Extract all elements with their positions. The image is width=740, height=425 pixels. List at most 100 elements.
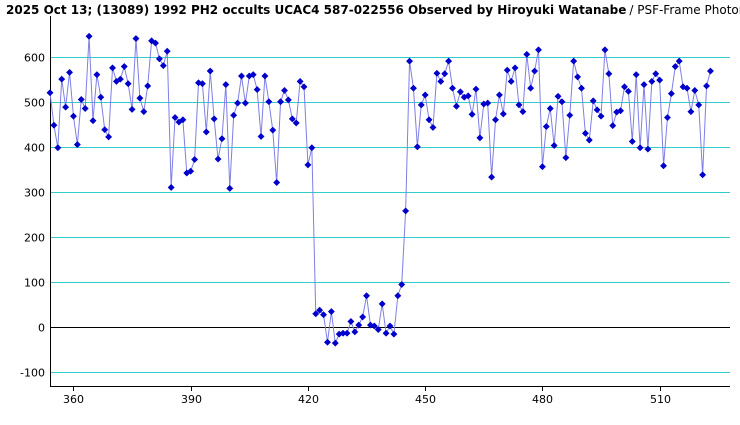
data-point — [187, 167, 195, 175]
y-tick-labels: -100 0 100 200 300 400 500 600 — [20, 52, 45, 380]
data-point — [69, 112, 78, 120]
data-point — [644, 145, 652, 153]
data-point — [269, 126, 277, 134]
chart-title-line: 2025 Oct 13; (13089) 1992 PH2 occults UC… — [6, 2, 740, 18]
data-point — [534, 46, 543, 54]
x-tick-labels: 360 390 420 450 480 510 — [63, 393, 671, 406]
data-point — [144, 82, 152, 90]
data-point — [323, 338, 332, 346]
data-point — [320, 311, 328, 319]
chart-subtitle: / PSF-Frame Photometry / — [629, 3, 740, 17]
data-point — [77, 95, 85, 104]
data-point — [617, 107, 625, 115]
data-point — [589, 97, 597, 105]
data-point — [527, 84, 535, 92]
y-tick-label: 300 — [24, 187, 45, 200]
data-point — [374, 326, 382, 334]
data-point — [65, 68, 74, 76]
y-tick-label: 600 — [24, 52, 45, 65]
data-point — [343, 329, 351, 337]
data-point — [50, 121, 58, 129]
data-point — [550, 141, 558, 150]
data-point — [632, 71, 640, 79]
x-tick-label: 510 — [650, 393, 671, 406]
data-point — [581, 129, 589, 137]
data-point — [546, 104, 554, 113]
data-point — [574, 73, 582, 81]
x-tick-label: 420 — [298, 393, 319, 406]
data-point — [441, 70, 449, 78]
chart-title: 2025 Oct 13; (13089) 1992 PH2 occults UC… — [6, 3, 627, 17]
data-point — [179, 116, 187, 124]
x-tick-label: 390 — [181, 393, 202, 406]
data-point — [159, 62, 167, 70]
data-point — [671, 62, 679, 71]
data-point — [167, 183, 175, 192]
data-point — [472, 85, 480, 93]
data-point — [273, 178, 281, 187]
data-point — [191, 155, 199, 164]
data-point — [359, 313, 367, 321]
data-point — [421, 91, 429, 99]
data-point — [288, 115, 296, 123]
data-point — [316, 306, 324, 314]
y-tick-label: 0 — [38, 322, 45, 335]
data-point — [699, 171, 707, 179]
data-point — [46, 89, 54, 97]
y-tick-label: 200 — [24, 232, 45, 245]
data-point — [429, 123, 437, 132]
data-point — [542, 122, 550, 131]
data-point — [386, 322, 394, 330]
data-point — [296, 77, 304, 85]
data-point — [202, 128, 210, 136]
x-tick-label: 360 — [63, 393, 84, 406]
data-point — [331, 339, 339, 347]
data-point — [503, 66, 511, 74]
data-point — [206, 67, 214, 75]
data-point — [660, 162, 668, 170]
data-point — [394, 292, 402, 300]
data-point — [687, 108, 695, 116]
data-point — [73, 141, 81, 149]
series-line-layer — [49, 36, 711, 346]
data-point — [663, 113, 672, 122]
data-point — [351, 328, 359, 336]
data-point — [706, 67, 715, 75]
data-point — [54, 144, 62, 152]
y-tick-label: 400 — [24, 142, 45, 155]
data-point — [636, 144, 644, 152]
data-point — [120, 62, 128, 71]
data-point — [277, 98, 285, 106]
plot-axes — [50, 16, 730, 391]
data-point — [370, 322, 378, 330]
data-point — [683, 84, 691, 92]
data-point — [507, 77, 515, 85]
data-point — [378, 300, 386, 308]
y-tick-label: 100 — [24, 277, 45, 290]
data-point — [105, 133, 113, 141]
data-point — [347, 317, 355, 326]
data-point — [257, 132, 265, 141]
data-point — [585, 136, 593, 144]
data-point — [499, 110, 507, 118]
data-point — [491, 116, 500, 124]
data-point — [284, 96, 292, 104]
data-point — [554, 92, 562, 100]
data-point — [136, 94, 144, 102]
data-point — [300, 83, 308, 91]
data-point — [437, 77, 445, 85]
y-tick-label: 500 — [24, 97, 45, 110]
data-point — [566, 111, 574, 119]
data-point — [253, 85, 261, 94]
data-point — [163, 47, 171, 55]
data-point — [241, 99, 249, 107]
data-point — [656, 76, 664, 84]
y-tick-label: -100 — [20, 367, 45, 380]
data-point — [128, 105, 136, 113]
data-point — [702, 82, 711, 90]
data-point — [101, 126, 109, 134]
data-point — [640, 81, 648, 89]
data-point — [531, 67, 539, 75]
data-point — [261, 72, 269, 80]
